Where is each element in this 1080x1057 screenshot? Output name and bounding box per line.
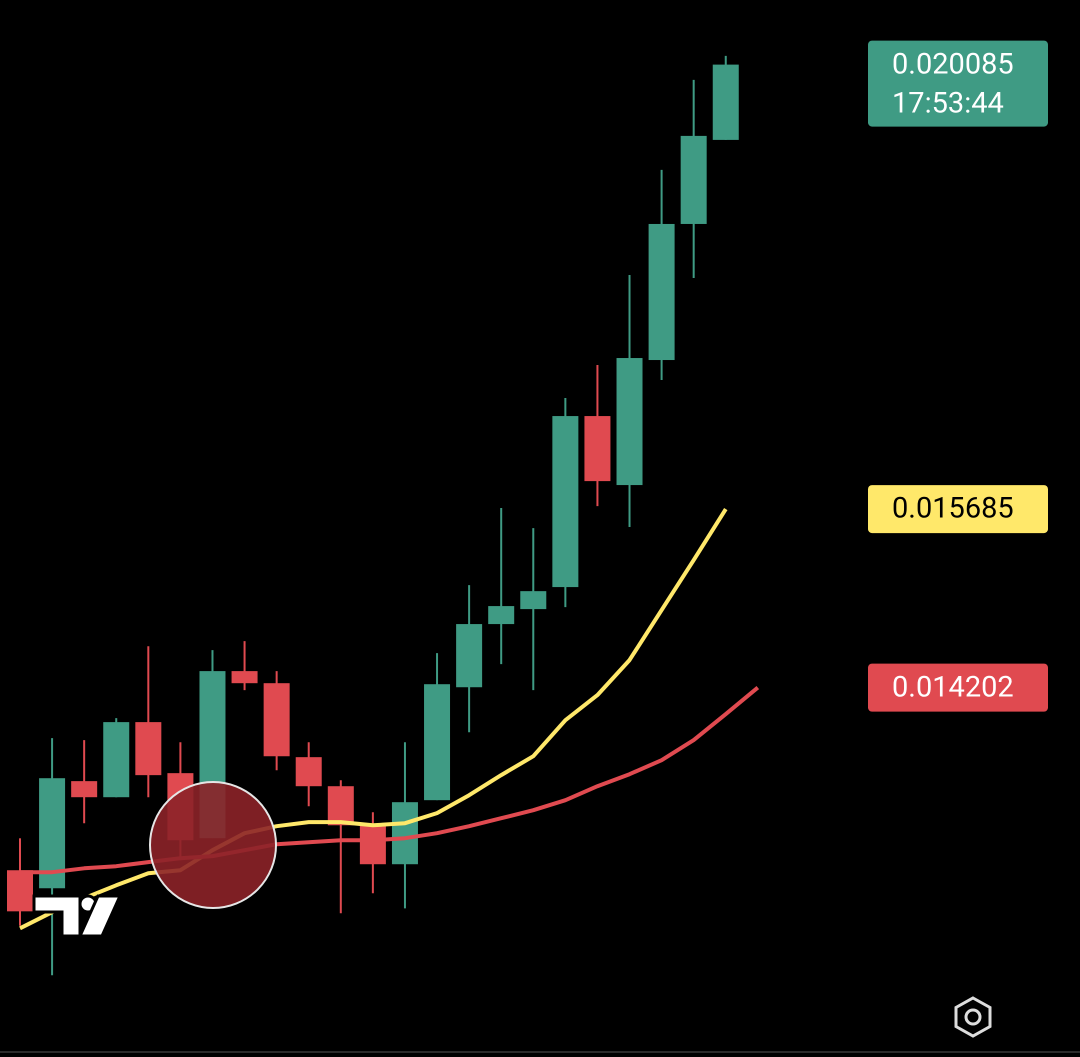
candle-body xyxy=(456,624,483,688)
price-label-box xyxy=(868,485,1048,534)
candle-body xyxy=(7,870,33,912)
watermark xyxy=(32,894,123,938)
price-label-box xyxy=(868,40,1048,127)
candle-body xyxy=(616,358,643,486)
candle-body xyxy=(680,135,707,224)
candle-body xyxy=(712,64,739,140)
candle-body xyxy=(263,683,290,757)
price-label: 0.014202 xyxy=(892,670,1014,704)
countdown-label: 17:53:44 xyxy=(892,86,1004,120)
candle-body xyxy=(231,671,258,684)
settings-icon[interactable] xyxy=(954,996,992,1038)
price-label: 0.020085 xyxy=(892,47,1014,81)
candle-body xyxy=(295,757,322,787)
candle-body xyxy=(71,781,98,798)
ma-line xyxy=(19,508,728,931)
ma-line xyxy=(20,686,760,875)
candle-body xyxy=(391,802,418,865)
price-label: 0.015685 xyxy=(892,492,1014,526)
candle-body xyxy=(359,825,386,865)
candle-body xyxy=(488,606,515,625)
price-label-box xyxy=(868,663,1048,712)
candle-body xyxy=(103,722,130,798)
candle-body xyxy=(552,416,579,588)
candle-body xyxy=(424,684,451,801)
candle-body xyxy=(327,786,354,826)
candle-body xyxy=(648,223,675,361)
candle-body xyxy=(584,416,611,482)
candle-body xyxy=(135,722,162,776)
candle-body xyxy=(520,591,547,610)
marker-circle xyxy=(149,781,277,909)
